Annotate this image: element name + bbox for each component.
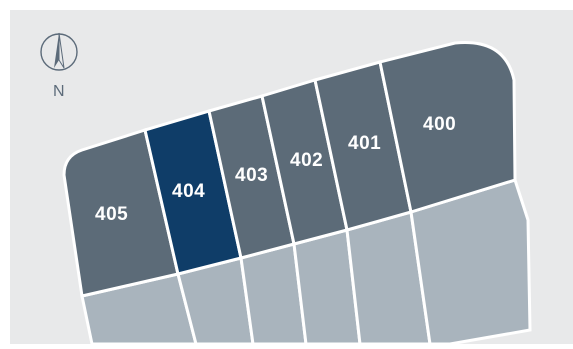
lot-label-404: 404	[172, 181, 205, 202]
north-arrow-icon	[40, 32, 78, 71]
lot-label-401: 401	[348, 133, 381, 154]
lot-label-402: 402	[290, 150, 323, 171]
compass-north-label: N	[53, 83, 65, 100]
lot-label-403: 403	[235, 165, 268, 186]
lot-label-400: 400	[423, 114, 456, 135]
lots-row	[62, 40, 517, 298]
lot-labels: 405 404 403 402 401 400	[95, 114, 456, 225]
lot-400[interactable]	[378, 40, 517, 214]
lot-label-405: 405	[95, 204, 128, 225]
